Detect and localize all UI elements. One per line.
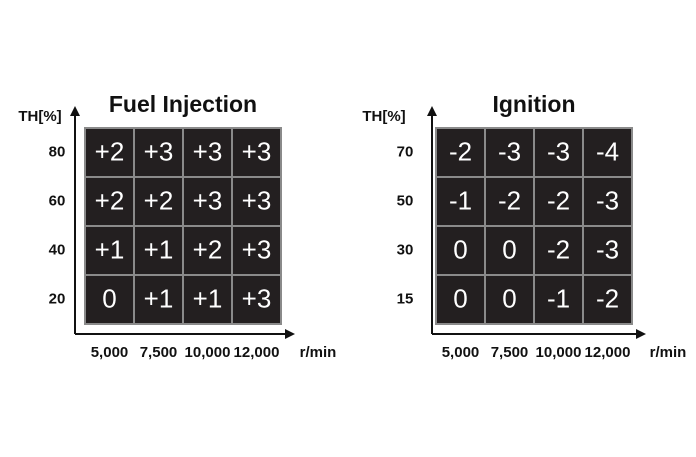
cell-value: +2	[95, 136, 125, 166]
cell	[182, 176, 233, 227]
cell	[435, 274, 486, 325]
cell-value: +1	[95, 234, 125, 264]
column-label: 10,000	[185, 344, 231, 361]
row-label: 80	[49, 143, 66, 160]
panel-title: Ignition	[492, 91, 575, 117]
column-label: 5,000	[442, 344, 480, 361]
cell	[582, 127, 633, 178]
cell	[231, 127, 282, 178]
cell-value: -3	[596, 185, 619, 215]
row-label: 40	[49, 241, 66, 258]
column-label: 10,000	[536, 344, 582, 361]
cell-value: +1	[144, 283, 174, 313]
column-label: 7,500	[491, 344, 529, 361]
cell-value: +1	[193, 283, 223, 313]
cell-value: 0	[502, 283, 516, 313]
cell-value: -2	[596, 283, 619, 313]
cell	[84, 274, 135, 325]
cell-value: -2	[498, 185, 521, 215]
cell-value: +1	[144, 234, 174, 264]
cell-value: -2	[449, 136, 472, 166]
cell-value: +3	[242, 283, 272, 313]
cell-value: +3	[242, 185, 272, 215]
cell-value: -3	[547, 136, 570, 166]
cell	[231, 176, 282, 227]
cell-value: 0	[453, 234, 467, 264]
column-label: 12,000	[234, 344, 280, 361]
cell-value: 0	[453, 283, 467, 313]
row-label: 30	[397, 241, 414, 258]
cell	[582, 225, 633, 276]
column-label: 5,000	[91, 344, 129, 361]
cell-value: +3	[193, 136, 223, 166]
cell	[231, 274, 282, 325]
cell	[231, 225, 282, 276]
cell	[182, 127, 233, 178]
panel-title: Fuel Injection	[109, 91, 257, 117]
row-label: 20	[49, 290, 66, 307]
cell	[84, 176, 135, 227]
row-label: 15	[397, 290, 414, 307]
cell	[182, 274, 233, 325]
cell-value: -3	[498, 136, 521, 166]
cell-value: -2	[547, 185, 570, 215]
cell-value: +3	[144, 136, 174, 166]
column-label: 7,500	[140, 344, 178, 361]
cell	[484, 127, 535, 178]
cell	[582, 176, 633, 227]
cell-value: +2	[95, 185, 125, 215]
cell-value: +2	[193, 234, 223, 264]
x-axis-label: r/min	[650, 344, 687, 361]
y-axis-label: TH[%]	[362, 108, 405, 125]
row-label: 60	[49, 192, 66, 209]
y-axis-label: TH[%]	[18, 108, 61, 125]
cell-value: -1	[547, 283, 570, 313]
cell-value: -4	[596, 136, 619, 166]
cell-value: -1	[449, 185, 472, 215]
cell-value: +3	[242, 136, 272, 166]
cell-value: +3	[242, 234, 272, 264]
cell-value: -3	[596, 234, 619, 264]
cell-value: 0	[102, 283, 116, 313]
cell-value: 0	[502, 234, 516, 264]
column-label: 12,000	[585, 344, 631, 361]
cell	[582, 274, 633, 325]
cell	[182, 225, 233, 276]
x-axis-label: r/min	[300, 344, 337, 361]
cell-value: +2	[144, 185, 174, 215]
row-label: 70	[397, 143, 414, 160]
cell-value: -2	[547, 234, 570, 264]
cell-value: +3	[193, 185, 223, 215]
cell	[435, 225, 486, 276]
row-label: 50	[397, 192, 414, 209]
